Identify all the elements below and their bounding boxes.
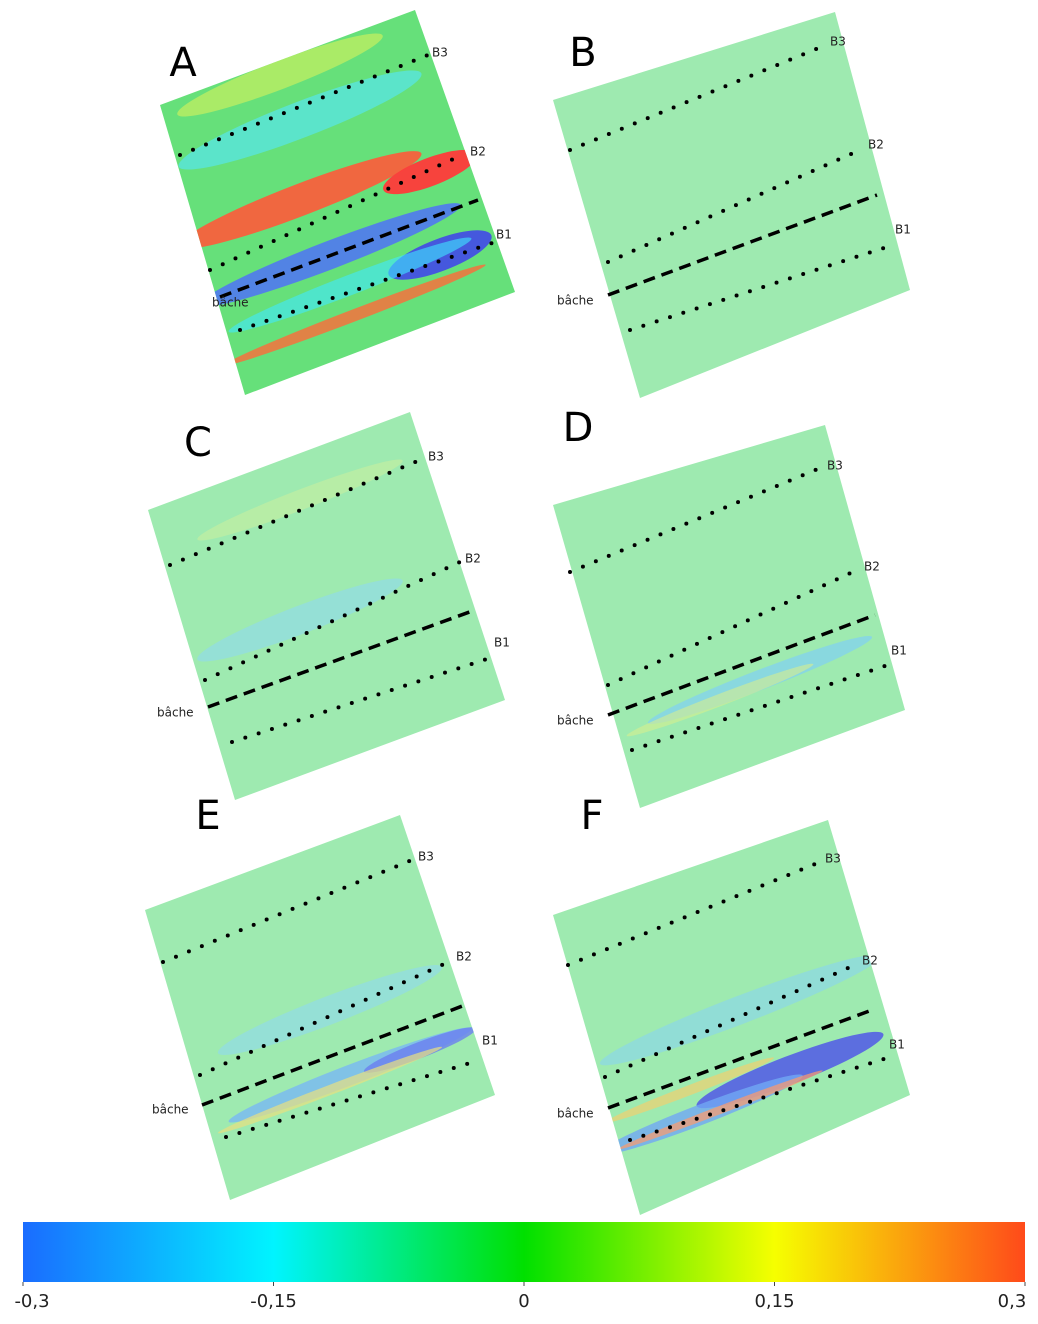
map-panel — [160, 10, 515, 395]
line-label: B2 — [864, 560, 880, 574]
dotted-line — [238, 241, 494, 332]
line-label: B1 — [496, 228, 512, 242]
dashed-line — [201, 1003, 466, 1107]
line-label: bâche — [557, 1107, 594, 1121]
line-label: B2 — [456, 950, 472, 964]
map-bands — [197, 459, 403, 662]
map-band — [224, 264, 486, 366]
line-label: B2 — [862, 954, 878, 968]
line-label: bâche — [152, 1103, 189, 1117]
map-band — [197, 459, 403, 541]
line-label: B1 — [891, 644, 907, 658]
panel-letter: D — [563, 405, 594, 451]
line-label: bâche — [557, 294, 594, 308]
panel-letter: A — [169, 40, 197, 86]
panel-letter: C — [184, 420, 212, 466]
dotted-line — [161, 858, 414, 964]
map-bands — [597, 954, 884, 1156]
map-band — [617, 1070, 823, 1150]
map-bands — [217, 965, 477, 1134]
panel-letter: B — [569, 30, 596, 76]
map-band — [217, 965, 443, 1055]
line-label: bâche — [557, 714, 594, 728]
line-label: B3 — [825, 852, 841, 866]
dotted-line — [568, 466, 822, 574]
dotted-line — [603, 962, 859, 1079]
map-band — [599, 954, 881, 1066]
dotted-line — [628, 1056, 889, 1142]
dotted-line — [178, 53, 430, 157]
dotted-line — [568, 43, 828, 152]
line-label: B1 — [889, 1038, 905, 1052]
dashed-line — [607, 1008, 873, 1110]
dashed-line — [219, 198, 479, 299]
line-label: B2 — [465, 552, 481, 566]
map-band — [626, 663, 814, 737]
line-label: bâche — [212, 296, 249, 310]
line-label: B2 — [470, 145, 486, 159]
line-label: B3 — [827, 459, 843, 473]
tick-label: -0,3 — [14, 1291, 49, 1312]
line-label: B1 — [895, 223, 911, 237]
map-panel — [553, 12, 910, 398]
line-label: B3 — [830, 35, 846, 49]
dashed-line — [207, 608, 476, 709]
map-band — [605, 1057, 775, 1123]
line-label: B3 — [428, 450, 444, 464]
map-band — [228, 237, 472, 333]
line-label: B3 — [418, 850, 434, 864]
map-band — [197, 578, 403, 662]
tick-label: 0,15 — [754, 1291, 794, 1312]
map-band — [217, 1046, 443, 1134]
dotted-line — [198, 958, 455, 1077]
panel-letter: E — [195, 793, 220, 839]
dotted-line — [168, 458, 422, 567]
panel-letter: F — [580, 793, 603, 839]
map-band — [178, 70, 422, 170]
map-panel — [553, 425, 905, 808]
line-label: B2 — [868, 138, 884, 152]
dashed-line — [607, 613, 876, 717]
tick-label: 0 — [518, 1291, 529, 1312]
dotted-line — [208, 153, 464, 272]
map-bands — [626, 635, 873, 737]
dashed-line — [607, 193, 878, 297]
line-label: B1 — [482, 1034, 498, 1048]
tick-label: -0,15 — [250, 1291, 297, 1312]
colorbar — [23, 1222, 1025, 1282]
map-band — [177, 33, 383, 117]
line-label: B1 — [494, 636, 510, 650]
dotted-line — [630, 663, 890, 752]
dotted-line — [203, 560, 462, 682]
line-label: bâche — [157, 706, 194, 720]
tick-label: 0,3 — [998, 1291, 1027, 1312]
map-band — [178, 151, 422, 249]
line-label: B3 — [432, 46, 448, 60]
map-band — [363, 1027, 477, 1073]
dotted-line — [628, 243, 895, 332]
